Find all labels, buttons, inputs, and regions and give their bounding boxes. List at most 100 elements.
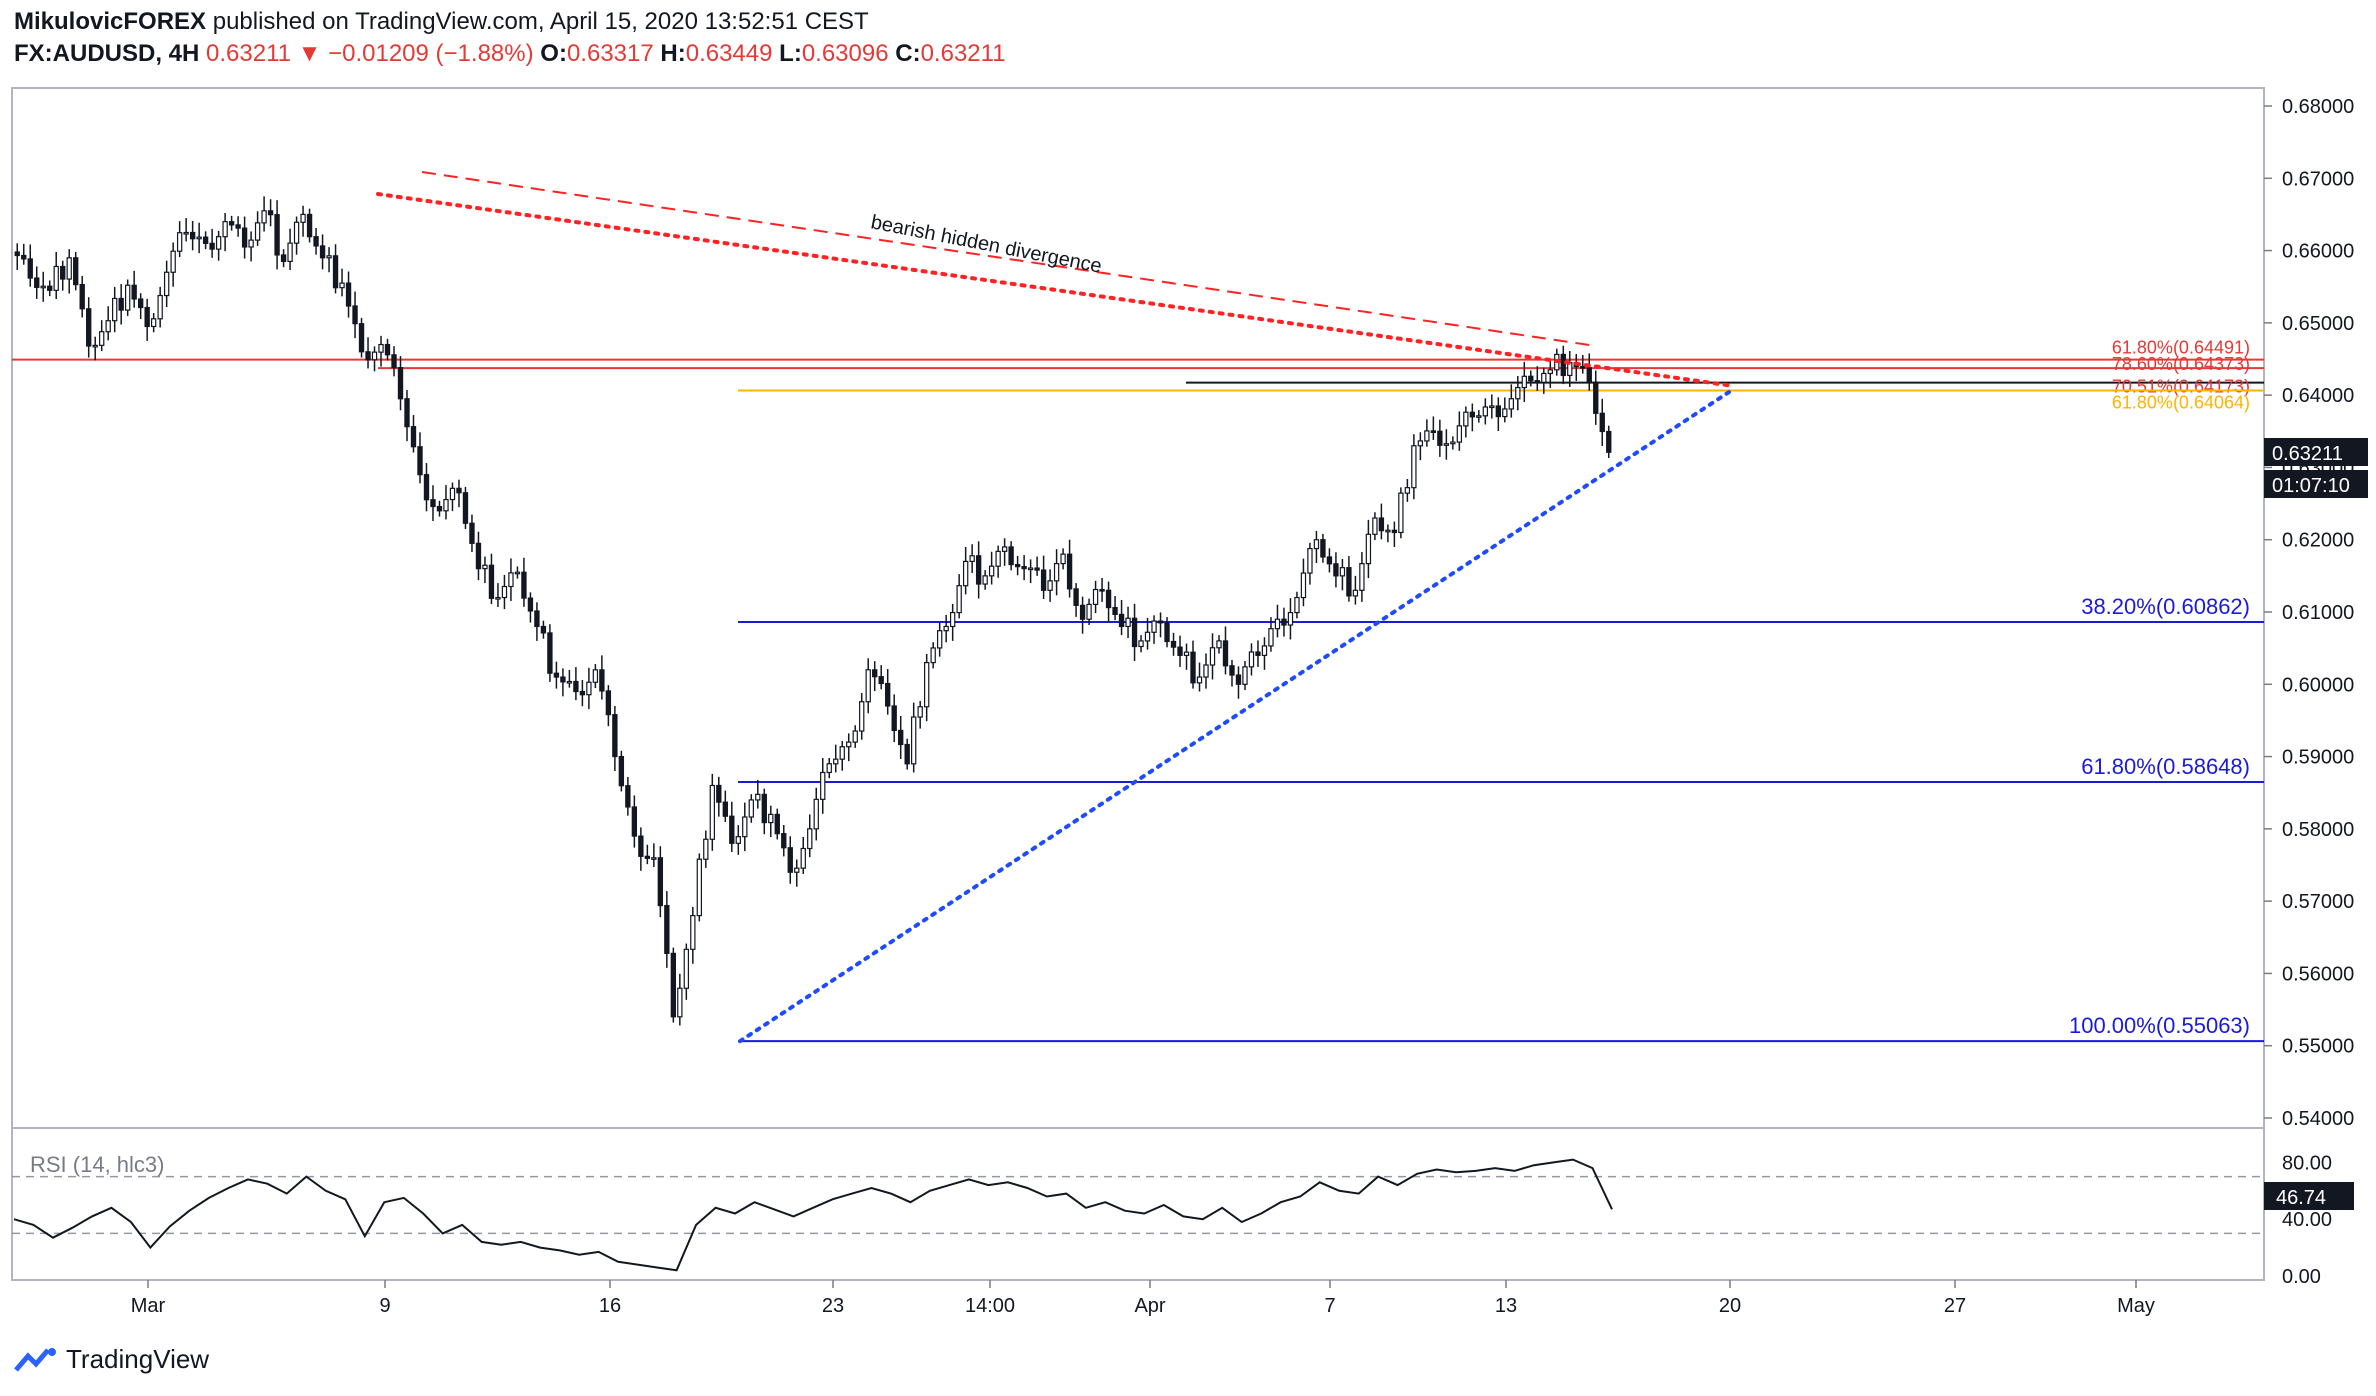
candle-body (235, 224, 241, 229)
candle-body (404, 398, 410, 428)
candle-body (917, 706, 923, 718)
candle-body (1216, 640, 1222, 649)
candle-body (1424, 430, 1430, 442)
candle-body (1060, 553, 1066, 565)
publish-line: MikulovicFOREX published on TradingView.… (14, 6, 1006, 38)
candle-body (1170, 640, 1177, 648)
candle-body (1320, 539, 1326, 558)
candle-body (755, 793, 761, 801)
time-tick-label: 9 (379, 1295, 390, 1317)
candle-body (86, 308, 92, 347)
candle-body (988, 565, 995, 577)
candle-body (781, 833, 787, 849)
trendlines[interactable] (376, 171, 1734, 1044)
candle-body (254, 222, 261, 241)
candle-body (1404, 487, 1411, 494)
candle-body (34, 277, 40, 288)
candle-body (1541, 372, 1547, 383)
candle-body (1008, 546, 1014, 566)
candle-body (1385, 529, 1391, 533)
chart-frame (11, 87, 2265, 1281)
candle-body (365, 351, 371, 361)
time-tick-label: 13 (1495, 1295, 1517, 1317)
candle-body (664, 904, 670, 954)
candle-body (1047, 580, 1053, 591)
candle-body (638, 835, 644, 857)
candle-body (1450, 441, 1456, 445)
time-tick-label: 7 (1324, 1295, 1335, 1317)
candle-body (1073, 588, 1079, 606)
candle-body (872, 669, 878, 678)
candle-body (690, 914, 696, 950)
fib-level-label: 100.00%(0.55063) (2069, 1013, 2250, 1038)
candle-body (1034, 567, 1040, 571)
price-axis[interactable]: 0.680000.670000.660000.650000.640000.630… (2264, 96, 2354, 1130)
price-tick-label: 0.64000 (2282, 385, 2354, 407)
time-axis[interactable]: Mar 9 16 23 14:00 Apr 7 13 20 27 May (131, 1280, 2155, 1317)
author-name[interactable]: MikulovicFOREX (14, 8, 207, 35)
price-tick-label: 0.56000 (2282, 963, 2354, 985)
candle-body (449, 487, 456, 501)
close-label: C: (895, 40, 921, 67)
candle-body (112, 297, 118, 322)
candle-body (352, 305, 358, 325)
candle-body (949, 611, 956, 628)
candle-body (1125, 617, 1131, 628)
candle-body (1528, 375, 1534, 382)
candle-body (514, 571, 521, 575)
candle-body (1547, 369, 1553, 375)
candle-body (1313, 539, 1320, 550)
candle-body (430, 499, 436, 508)
candle-body (709, 784, 715, 840)
candle-body (488, 564, 495, 599)
rsi-title: RSI (14, hlc3) (30, 1152, 165, 1177)
candle-body (1495, 405, 1501, 418)
candle-body (1599, 412, 1605, 433)
candle-body (378, 343, 384, 353)
candle-body (163, 271, 170, 297)
candle-body (1157, 620, 1164, 624)
rsi-value-tag (2264, 1182, 2354, 1210)
candle-body (189, 231, 196, 240)
candle-body (1294, 596, 1300, 614)
candle-body (975, 555, 982, 585)
candle-body (768, 813, 774, 824)
candle-body (1079, 604, 1086, 620)
candle-body (144, 306, 150, 328)
candle-body (1606, 430, 1612, 453)
price-tick-label: 0.58000 (2282, 819, 2354, 841)
candle-body (1105, 589, 1112, 609)
candle-body (852, 730, 858, 743)
candle-body (1144, 631, 1151, 642)
candle-body (1183, 651, 1190, 656)
candle-body (833, 758, 839, 765)
candle-body (267, 210, 274, 216)
candle-body (1437, 430, 1443, 446)
candle-body (482, 564, 488, 570)
candle-body (183, 231, 189, 235)
rsi-pane: 80.00 40.00 0.00 (12, 1152, 2332, 1288)
footer-brand[interactable]: TradingView (14, 1344, 209, 1375)
time-tick-label: 27 (1944, 1295, 1966, 1317)
candle-body (943, 625, 949, 632)
candle-body (787, 847, 793, 873)
candle-body (865, 669, 871, 703)
fib-level-label: 70.51%(0.64173) (2112, 377, 2250, 397)
rsi-value-tag-text: 46.74 (2276, 1187, 2326, 1209)
candle-body (92, 344, 98, 348)
candle-body (540, 625, 547, 634)
candle-body (1053, 563, 1060, 582)
candle-body (1469, 411, 1476, 418)
candle-body (1476, 415, 1482, 418)
candle-body (118, 297, 124, 311)
chart-header: MikulovicFOREX published on TradingView.… (14, 6, 1006, 70)
candle-body (553, 672, 560, 678)
candle-body (313, 236, 319, 247)
fib-levels: 61.80%(0.64491)78.60%(0.64373) 70.51%(0.6… (12, 338, 2264, 1043)
fib-level-label: 38.20%(0.60862) (2081, 594, 2250, 619)
candle-body (222, 221, 228, 238)
candle-body (27, 258, 33, 279)
candle-body (1196, 676, 1203, 684)
candle-body (1209, 647, 1216, 666)
